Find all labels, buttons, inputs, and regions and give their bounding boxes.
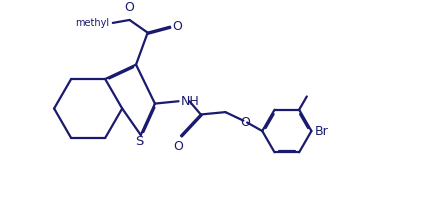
Text: O: O bbox=[173, 20, 182, 33]
Text: methyl: methyl bbox=[75, 18, 109, 28]
Text: Br: Br bbox=[314, 125, 328, 138]
Text: O: O bbox=[174, 140, 184, 153]
Text: O: O bbox=[240, 116, 250, 129]
Text: S: S bbox=[135, 135, 143, 148]
Text: NH: NH bbox=[181, 95, 200, 108]
Text: O: O bbox=[125, 1, 134, 14]
